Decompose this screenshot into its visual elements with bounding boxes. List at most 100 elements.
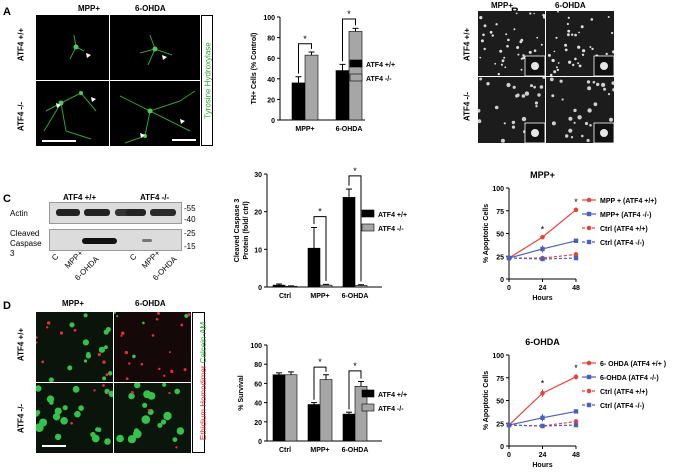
blot-marker-15: -15	[184, 242, 196, 251]
cell-dot	[134, 428, 139, 434]
cell-dot	[107, 391, 109, 394]
cell-dot	[120, 334, 123, 337]
legend-swatch	[361, 389, 375, 398]
data-point	[573, 422, 579, 428]
cell-dot	[577, 115, 582, 120]
inset-cell	[531, 129, 539, 137]
data-point	[540, 246, 545, 252]
cell-dot	[591, 47, 594, 51]
cell-dot	[74, 410, 81, 418]
legend-label: 6- OHDA (ATF4 +/+ )	[600, 361, 666, 368]
cell-dot	[574, 57, 577, 61]
legend-label: ATF4 -/-	[366, 76, 392, 83]
cell-dot	[534, 101, 538, 105]
inset-cell	[531, 62, 539, 70]
cell-dot	[128, 362, 131, 365]
cell-dot	[513, 28, 516, 31]
data-point	[506, 255, 512, 261]
cell-dot	[571, 33, 574, 36]
cell-dot	[547, 53, 551, 57]
significance-star: *	[541, 224, 545, 234]
y-tick-label: 80	[267, 36, 275, 43]
cell-dot	[500, 138, 505, 143]
bar	[342, 197, 356, 288]
cell-dot	[567, 16, 570, 19]
y-tick-label: 100	[492, 353, 504, 360]
legend-label: MPP + (ATF4 +/+)	[600, 198, 657, 205]
cell-dot	[589, 46, 592, 48]
cell-dot	[104, 388, 110, 395]
panel-a-micrograph-ko-mpp	[36, 81, 109, 146]
scale-bar	[42, 445, 66, 447]
cell-dot	[160, 419, 167, 425]
cell-dot	[59, 331, 64, 335]
y-tick-label: 75	[496, 209, 504, 216]
cell-dot	[564, 48, 568, 52]
cell-dot	[515, 12, 518, 15]
panel-d-stain-labels: Ethidium Homodimer Calcein-AM	[199, 311, 211, 451]
cell-dot	[157, 312, 160, 315]
cell-dot	[90, 431, 96, 438]
cell-dot	[36, 385, 42, 392]
bar	[354, 285, 368, 288]
inset-cell	[600, 129, 608, 137]
legend-marker	[586, 211, 592, 217]
series-line	[508, 257, 577, 260]
cell-dot	[533, 85, 536, 89]
blot-group-label-wt: ATF4 +/+	[63, 193, 97, 202]
cell-dot	[168, 351, 171, 354]
cell-dot	[102, 376, 107, 381]
cell-dot	[132, 354, 136, 359]
y-tick-label: 25	[496, 421, 504, 428]
cell-dot	[96, 427, 102, 433]
x-tick-label: MPP+	[310, 447, 329, 454]
cell-dot	[586, 80, 591, 84]
cell-dot	[581, 53, 585, 56]
cell-dot	[98, 346, 105, 353]
y-tick-label: 20	[254, 210, 262, 217]
data-point	[573, 374, 579, 380]
cell-dot	[147, 409, 151, 412]
bar	[272, 374, 286, 442]
y-tick-label: 0	[258, 439, 262, 446]
panel-letter-c: C	[3, 193, 11, 205]
panel-a-stain-frame	[201, 15, 213, 146]
bar	[319, 284, 333, 288]
data-point	[573, 207, 579, 213]
cell-dot	[601, 82, 606, 87]
panel-b-col-label-mpp: MPP+	[491, 1, 514, 10]
cell-dot	[521, 94, 526, 98]
cell-dot	[54, 433, 62, 441]
legend-label: Ctrl (ATF4 -/-)	[600, 240, 644, 247]
bar	[284, 374, 298, 442]
panel-b-micrograph-ko-mpp	[478, 77, 545, 143]
cell-dot	[483, 47, 486, 51]
cell-dot	[93, 389, 96, 392]
cell-dot	[143, 390, 152, 399]
significance-bracket	[348, 175, 362, 282]
blot-lane-label: C	[50, 251, 61, 263]
y-tick-label: 20	[267, 97, 275, 104]
cell-dot	[116, 315, 119, 318]
cell-dot	[36, 336, 38, 339]
cell-dot	[539, 85, 544, 89]
cell-dot	[529, 12, 532, 15]
y-tick-label: 100	[492, 186, 504, 193]
panel-d-stain-label-calcein: Calcein-AM	[199, 321, 208, 364]
y-tick-label: 60	[267, 56, 275, 63]
panel-a-row-label-ko: ATF4 -/-	[16, 101, 26, 132]
legend-label: 6-OHDA (ATF4 -/-)	[600, 375, 659, 382]
cell-dot	[507, 38, 510, 42]
cell-dot	[549, 73, 553, 76]
x-tick-label: 48	[572, 285, 580, 292]
cell-dot	[82, 339, 89, 346]
panel-d-micrograph-wt-ohda	[114, 312, 191, 382]
cell-dot	[501, 59, 505, 63]
bar	[307, 404, 321, 442]
cell-dot	[581, 134, 584, 138]
cell-dot	[517, 53, 520, 56]
legend-label: Ctrl (ATF4 +/+)	[600, 389, 648, 396]
cell-dot	[500, 63, 503, 66]
cell-dot	[52, 413, 61, 421]
cell-dot	[589, 124, 592, 127]
